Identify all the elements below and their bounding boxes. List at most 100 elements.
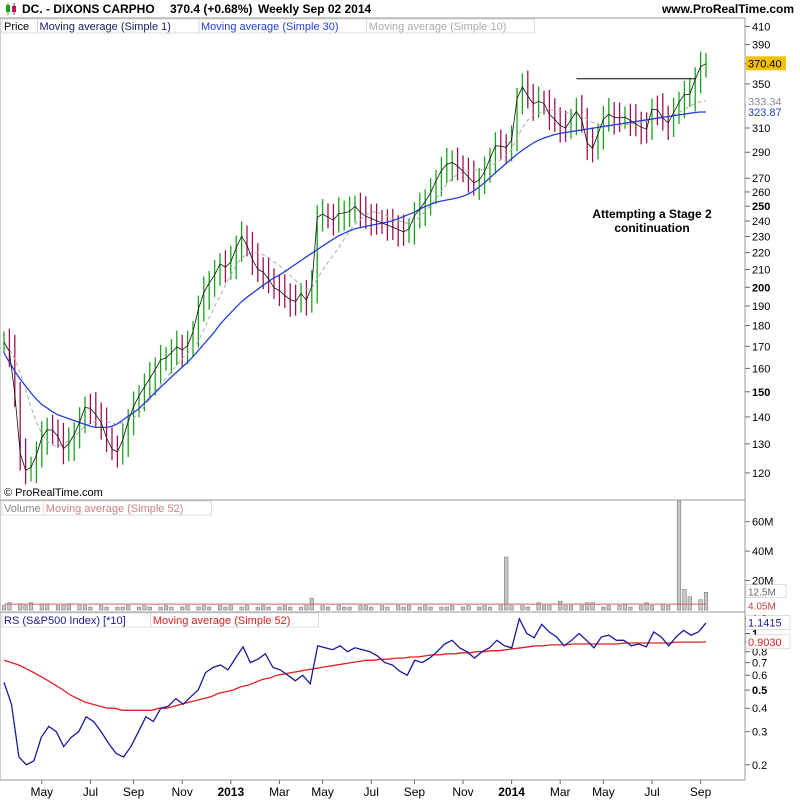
time-axis: May Jul Sep Nov 2013 Mar May Jul Sep Nov 2014 Mar Ma…: [0, 779, 745, 799]
volume-bar: [169, 606, 174, 611]
volume-bar: [55, 605, 61, 611]
volume-bar: [1, 605, 7, 611]
volume-bar: [104, 606, 109, 611]
volume-bar: [498, 605, 503, 611]
annotation-line2: conitinuation: [614, 221, 689, 235]
rs-tick-label: 0.3: [752, 727, 767, 739]
volume-bar: [347, 606, 352, 611]
volume-bar: [61, 605, 66, 611]
volume-bar: [163, 605, 169, 611]
volume-tick-label: 40M: [752, 546, 773, 558]
volume-bar: [336, 605, 341, 611]
volume-bar: [703, 592, 709, 611]
volume-bar: [228, 605, 233, 611]
volume-bar: [477, 606, 482, 611]
candle-icon: [6, 3, 16, 15]
rs-tick-label: 0.2: [752, 760, 767, 772]
rs-legend-box: [150, 612, 319, 628]
rs-tick-label: 0.7: [752, 658, 767, 670]
price-legend-item: Moving average (Simple 10): [369, 21, 507, 33]
volume-bar: [180, 606, 185, 611]
rs-last-tag-bg: [745, 615, 791, 630]
volume-bar: [536, 602, 541, 611]
time-tick-label: Nov: [172, 785, 193, 799]
volume-bar: [282, 605, 287, 611]
volume-legend: Volume Moving average (Simple 52): [1, 500, 212, 516]
volume-bar: [649, 605, 655, 611]
price-tick-label: 410: [752, 21, 770, 33]
time-tick-label: Nov: [452, 785, 473, 799]
price-tick-label: 200: [752, 282, 770, 294]
volume-bar: [142, 605, 147, 611]
price-tick-label: 160: [752, 363, 770, 375]
volume-bar: [158, 606, 163, 611]
price-close-line: [3, 63, 707, 471]
annotation-line1: Attempting a Stage 2: [592, 207, 712, 221]
price-tick-label: 130: [752, 439, 770, 451]
volume-legend-item: Moving average (Simple 52): [46, 503, 184, 515]
volume-bar: [644, 602, 649, 611]
volume-bar: [196, 606, 201, 611]
volume-bar: [325, 606, 331, 611]
price-tick-label: 240: [752, 216, 770, 228]
volume-bar: [88, 606, 93, 611]
rs-tick-label: 0.6: [752, 670, 767, 682]
ma10-line: [3, 100, 707, 447]
volume-bar: [223, 606, 228, 611]
volume-bar: [428, 606, 433, 611]
ma30-line: [3, 111, 706, 429]
volume-bar: [266, 606, 271, 611]
time-tick-label: Jul: [83, 785, 98, 799]
volume-bar: [261, 605, 266, 611]
volume-bar: [406, 605, 412, 611]
volume-bar: [385, 606, 390, 611]
volume-bar: [147, 606, 152, 611]
volume-bar: [120, 606, 125, 611]
site-url[interactable]: www.ProRealTime.com: [661, 2, 794, 16]
volume-bar: [115, 606, 120, 611]
volume-bar: [255, 606, 260, 611]
rs-panel[interactable]: 0.20.30.40.50.60.70.80.911.11.21.14150.9…: [0, 611, 791, 781]
volume-bar: [682, 589, 687, 611]
volume-bar: [666, 605, 671, 611]
volume-bar: [450, 605, 455, 611]
price-tick-label: 140: [752, 412, 770, 424]
price-panel[interactable]: 120 130 140 150 160 170 180 190 200 210 220 230 240 2…: [0, 17, 786, 503]
rs-plot: [3, 616, 707, 766]
volume-bar: [23, 605, 28, 611]
volume-legend-item: Volume: [4, 503, 41, 515]
volume-bar: [401, 606, 406, 611]
volume-bar: [590, 602, 595, 611]
price-tick-label: 390: [752, 40, 770, 52]
price-tick-label: 290: [752, 147, 770, 159]
price-tick-label: 260: [752, 187, 770, 199]
volume-bar: [7, 602, 12, 611]
rs-legend-item: Moving average (Simple 52): [153, 615, 291, 627]
volume-bar: [363, 605, 368, 611]
volume-bar: [585, 602, 590, 611]
volume-bar: [676, 500, 682, 611]
rs-ma52-tag: 0.9030: [748, 637, 782, 649]
volume-bar: [568, 605, 574, 611]
volume-bar: [126, 605, 131, 611]
rs-legend-item: RS (S&P500 Index) [*10]: [4, 615, 126, 627]
time-tick-label: Mar: [550, 785, 571, 799]
volume-bar: [28, 602, 34, 611]
volume-bar: [439, 606, 444, 611]
time-tick-label: Sep: [690, 785, 712, 799]
copyright-label: © ProRealTime.com: [4, 487, 103, 499]
volume-bar: [617, 605, 622, 611]
volume-ma52-tag: 4.05M: [748, 601, 776, 612]
time-tick-label: Sep: [404, 785, 426, 799]
time-tick-label: Sep: [123, 785, 145, 799]
rs-ma52-line: [3, 641, 707, 711]
ma30-last-tag-bg: [746, 105, 786, 120]
volume-bar: [504, 556, 509, 611]
volume-bar: [18, 603, 23, 611]
rs-legend: RS (S&P500 Index) [*10] Moving average (S…: [1, 612, 319, 628]
volume-bar: [698, 599, 703, 611]
price-plot: [3, 51, 707, 485]
